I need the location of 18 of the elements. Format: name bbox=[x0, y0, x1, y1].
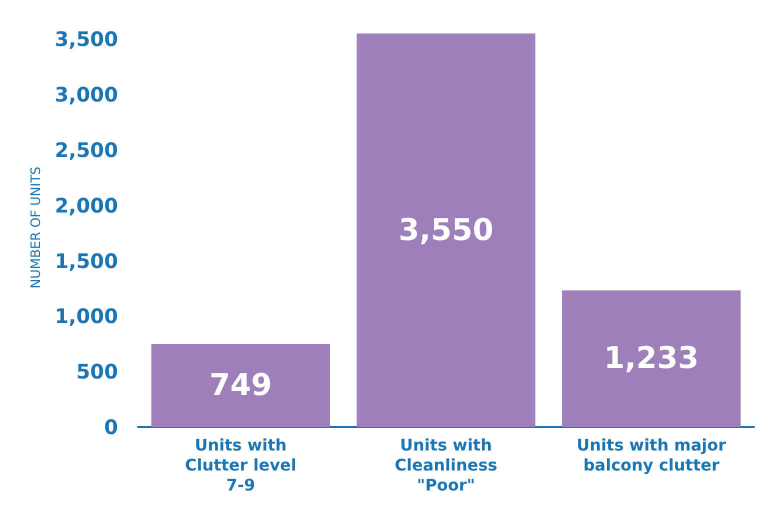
y-tick-label: 1,500 bbox=[54, 248, 118, 273]
y-tick-label: 1,000 bbox=[54, 304, 118, 328]
y-tick-label: 500 bbox=[76, 360, 118, 384]
bar bbox=[151, 344, 330, 427]
x-tick-label: Units with Clutter level 7-9 bbox=[185, 436, 296, 494]
y-tick-label: 3,500 bbox=[54, 27, 118, 52]
y-tick-label: 2,500 bbox=[54, 138, 118, 162]
y-tick-label: 2,000 bbox=[54, 193, 118, 218]
x-tick-label: Units with Cleanliness "Poor" bbox=[394, 436, 498, 494]
data-label: 749 bbox=[209, 368, 272, 403]
y-axis-title: NUMBER OF UNITS bbox=[29, 166, 44, 288]
x-tick-label: Units with major balcony clutter bbox=[576, 436, 726, 474]
data-label: 3,550 bbox=[398, 212, 494, 248]
y-tick-label: 3,000 bbox=[54, 82, 118, 106]
data-label: 1,233 bbox=[604, 341, 699, 376]
y-tick-label: 0 bbox=[104, 415, 118, 439]
bar bbox=[562, 290, 741, 427]
bar bbox=[356, 34, 536, 427]
